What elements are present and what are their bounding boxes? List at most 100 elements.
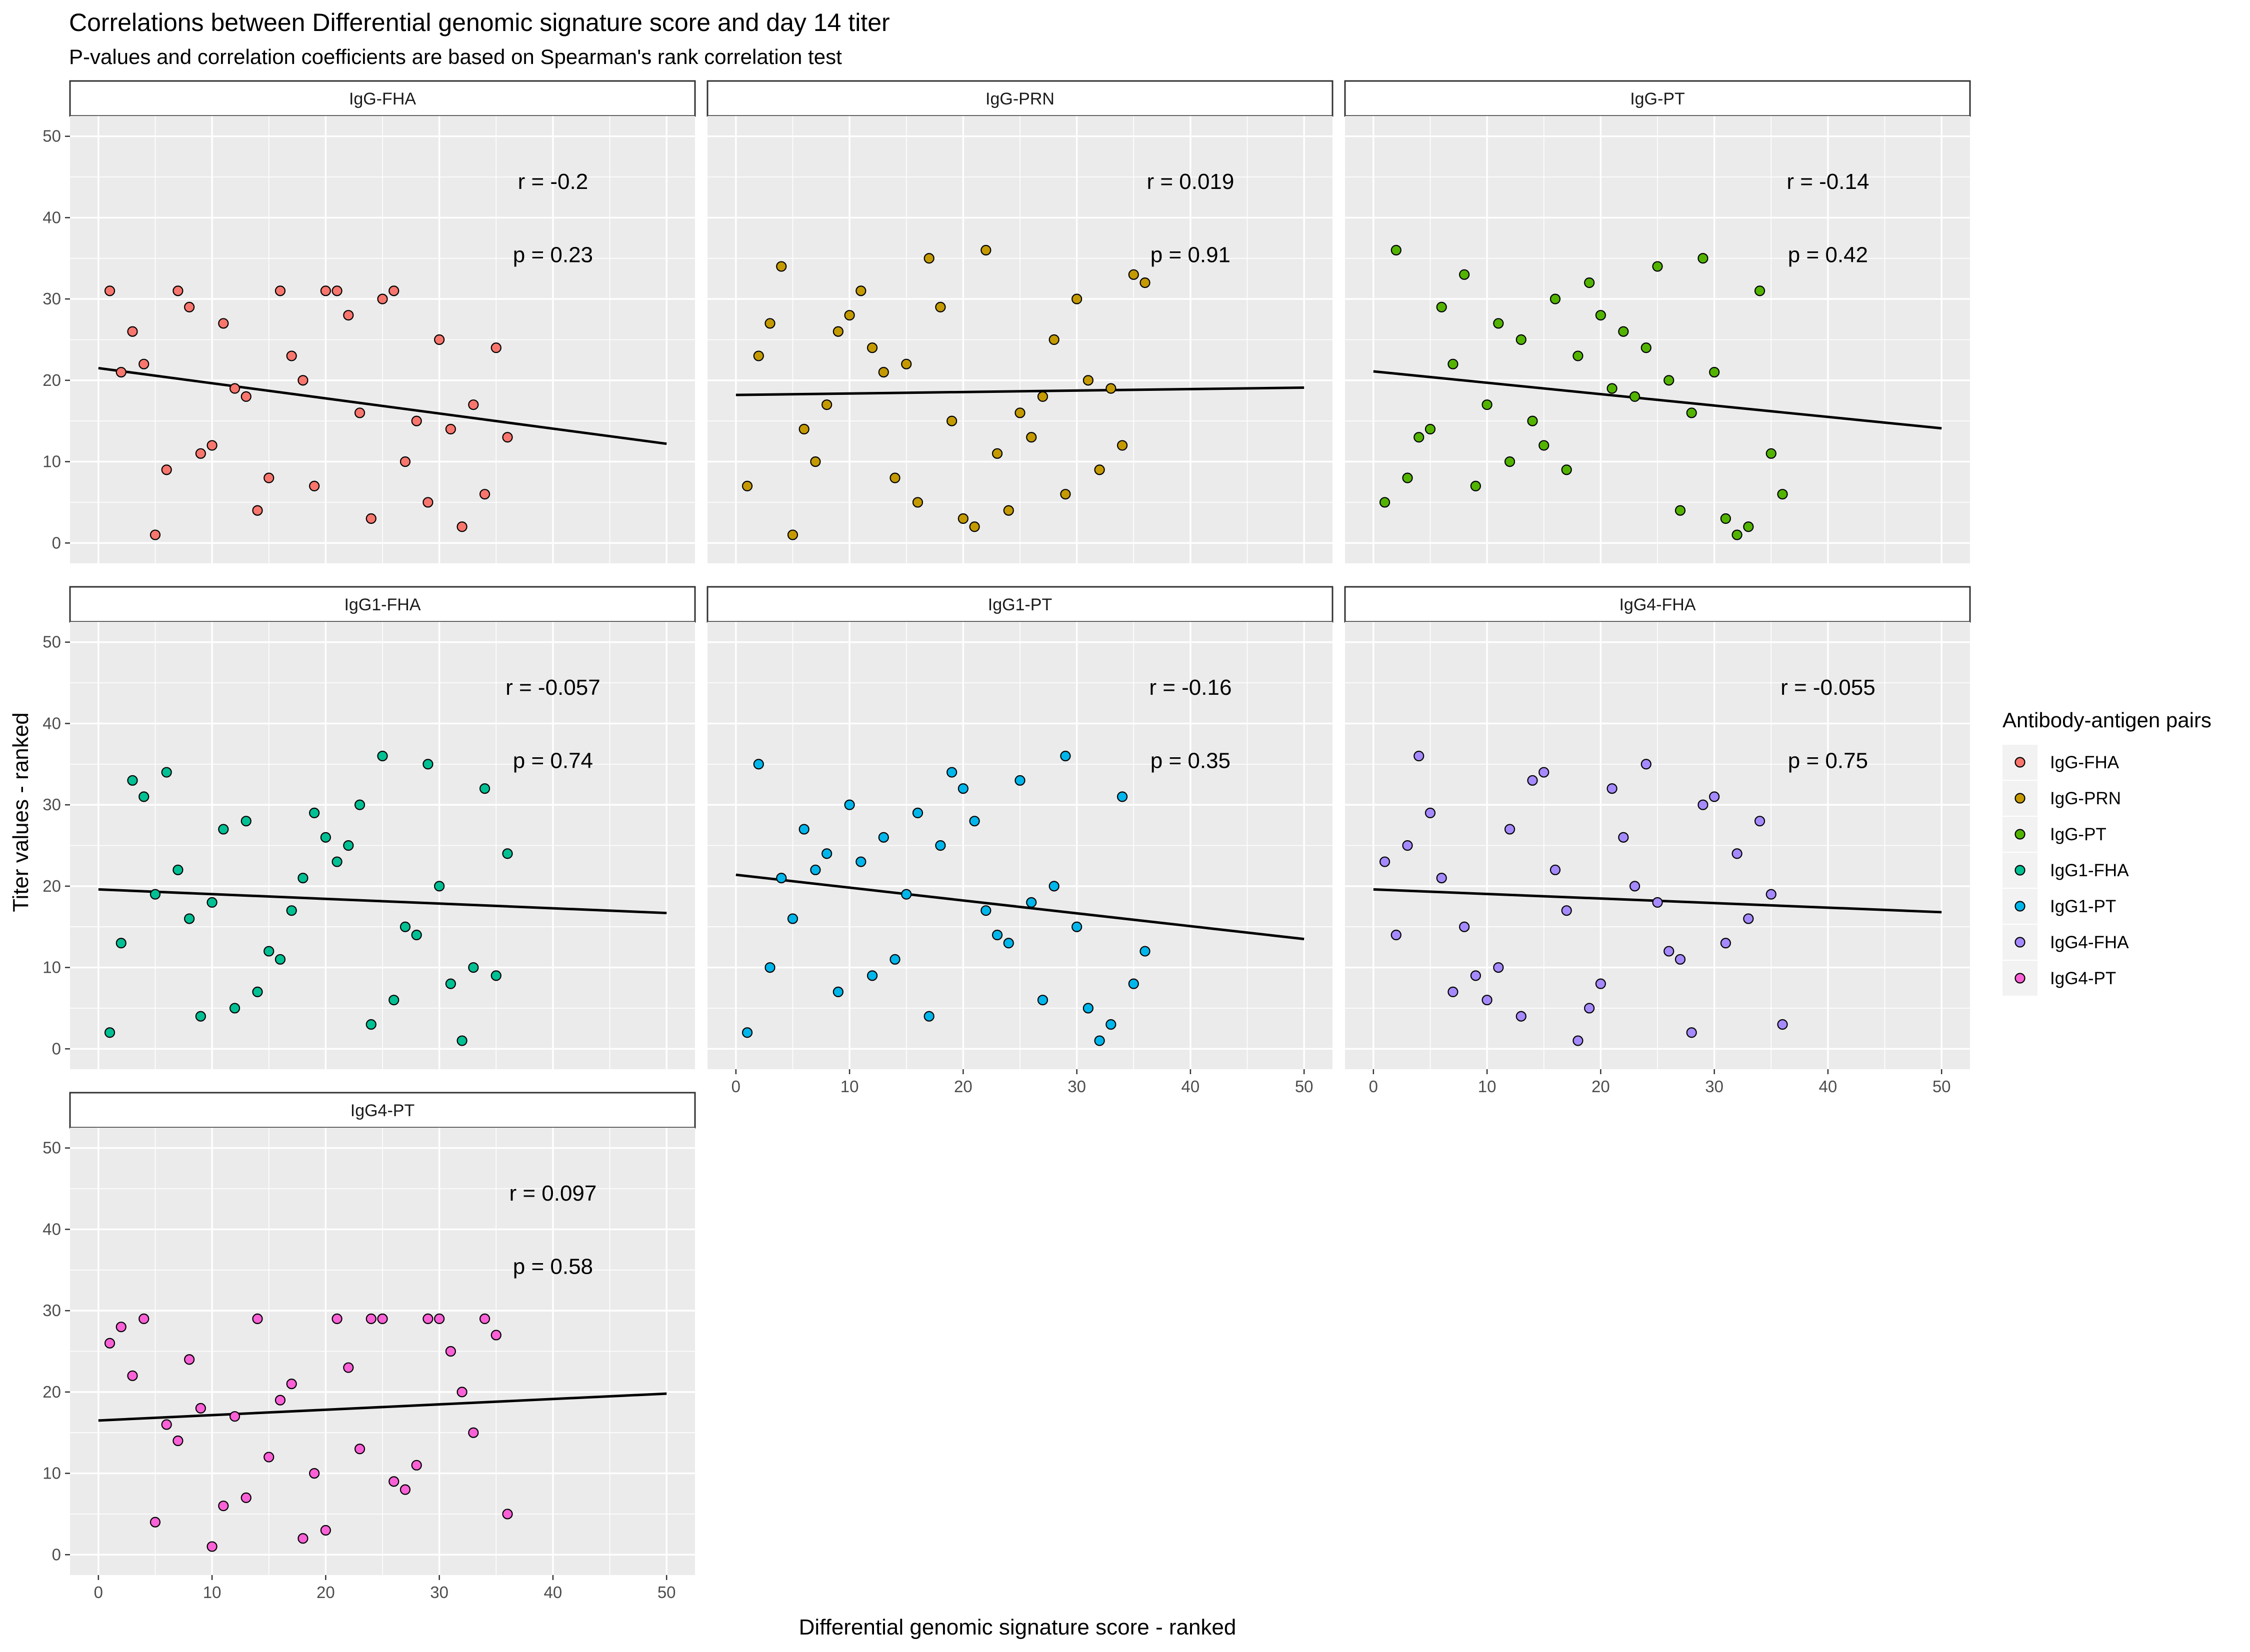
correlation-coefficient-label: r = -0.057 xyxy=(506,675,600,700)
facet-igg4-fha: IgG4-FHA r = -0.055 p = 0.75 0 10 20 30 40 50 xyxy=(1344,586,1971,1096)
x-tick-label: 40 xyxy=(544,1583,562,1602)
legend-label: IgG-PT xyxy=(2050,825,2106,844)
data-point xyxy=(502,432,513,443)
legend-item-igg4-pt: IgG4-PT xyxy=(2002,961,2116,996)
data-point xyxy=(422,1313,434,1325)
data-point xyxy=(422,759,434,770)
data-point xyxy=(856,285,866,296)
x-tick-label: 50 xyxy=(658,1583,676,1602)
data-point xyxy=(240,1492,252,1504)
data-point xyxy=(764,318,776,329)
data-point xyxy=(1014,407,1026,418)
data-point xyxy=(388,995,400,1006)
data-point xyxy=(240,816,252,827)
data-point xyxy=(1732,529,1742,540)
data-point xyxy=(1379,497,1390,508)
data-point xyxy=(1026,897,1037,908)
panel-plot-area xyxy=(1345,622,1970,1069)
data-point xyxy=(274,1395,286,1406)
data-point xyxy=(1629,881,1640,892)
data-point xyxy=(366,513,376,524)
data-point xyxy=(172,1435,184,1447)
legend-label: IgG-PRN xyxy=(2050,789,2121,808)
data-point xyxy=(935,840,946,851)
regression-line xyxy=(98,1392,667,1422)
data-point xyxy=(252,505,263,516)
data-point xyxy=(298,375,308,386)
data-point xyxy=(1709,366,1720,378)
data-point xyxy=(901,358,912,369)
p-value-label: p = 0.58 xyxy=(513,1255,593,1279)
data-point xyxy=(1686,407,1697,418)
y-tick-label: 40 xyxy=(42,1220,61,1238)
data-point xyxy=(787,913,798,924)
data-point xyxy=(434,334,445,345)
x-tick-label: 20 xyxy=(1592,1077,1610,1096)
data-point xyxy=(138,1313,150,1325)
correlation-coefficient-label: r = 0.019 xyxy=(1146,169,1234,194)
data-point xyxy=(264,946,274,957)
legend-item-igg-prn: IgG-PRN xyxy=(2002,781,2121,816)
data-point xyxy=(1128,978,1139,989)
data-point xyxy=(479,489,490,500)
data-point xyxy=(184,913,195,924)
regression-line xyxy=(98,888,667,915)
legend-label: IgG1-PT xyxy=(2050,897,2116,916)
facet-igg-prn: IgG-PRN r = 0.019 p = 0.91 xyxy=(706,80,1334,563)
data-point xyxy=(1094,1035,1105,1046)
legend-label: IgG4-PT xyxy=(2050,969,2116,988)
data-point xyxy=(252,986,263,998)
x-tick-label: 0 xyxy=(1369,1077,1378,1096)
data-point xyxy=(1777,1019,1788,1030)
data-point xyxy=(912,497,924,508)
data-point xyxy=(445,1346,456,1357)
data-point xyxy=(195,448,206,459)
data-point xyxy=(502,848,513,859)
data-point xyxy=(1072,293,1082,304)
y-tick-label: 40 xyxy=(42,714,61,732)
data-point xyxy=(309,480,320,492)
facet-strip xyxy=(69,1092,696,1129)
data-point xyxy=(1720,938,1731,949)
x-tick-label: 30 xyxy=(1068,1077,1086,1096)
data-point xyxy=(1493,318,1504,329)
data-point xyxy=(400,1484,411,1495)
x-tick-label: 50 xyxy=(1295,1077,1314,1096)
facet-igg1-pt: IgG1-PT r = -0.16 p = 0.35 0 10 20 30 40 50 xyxy=(706,586,1334,1096)
data-point xyxy=(810,864,821,875)
data-point xyxy=(1561,464,1572,475)
data-point xyxy=(400,921,411,932)
data-point xyxy=(104,285,116,296)
facet-strip xyxy=(1344,80,1971,117)
data-point xyxy=(354,1444,366,1455)
data-point xyxy=(1128,269,1139,280)
x-tick-label: 10 xyxy=(203,1583,222,1602)
data-point xyxy=(1743,913,1754,924)
data-point xyxy=(844,310,855,321)
data-point xyxy=(878,366,889,378)
data-point xyxy=(1470,970,1481,981)
data-point xyxy=(1436,301,1447,313)
panel-plot-area xyxy=(70,622,695,1069)
x-axis-title: Differential genomic signature score - r… xyxy=(799,1615,1236,1640)
data-point xyxy=(195,1011,206,1022)
data-point xyxy=(1424,807,1436,819)
data-point xyxy=(252,1313,263,1325)
data-point xyxy=(400,456,411,467)
data-point xyxy=(1448,358,1458,369)
data-point xyxy=(1572,1035,1584,1046)
data-point xyxy=(354,799,366,810)
data-point xyxy=(490,1330,502,1341)
data-point xyxy=(320,1525,331,1536)
data-point xyxy=(1379,856,1390,867)
data-point xyxy=(411,929,422,941)
regression-line xyxy=(1373,370,1942,430)
facet-strip-label: IgG1-FHA xyxy=(344,595,420,614)
facet-igg-pt: IgG-PT r = -0.14 p = 0.42 xyxy=(1344,80,1971,563)
data-point xyxy=(776,261,787,272)
data-point xyxy=(1527,415,1538,426)
data-point xyxy=(1048,334,1060,345)
data-point xyxy=(1459,269,1470,280)
facet-igg-fha: IgG-FHA r = -0.2 p = 0.23 0 10 20 30 40 50 xyxy=(42,80,696,563)
data-point xyxy=(1584,1003,1595,1014)
